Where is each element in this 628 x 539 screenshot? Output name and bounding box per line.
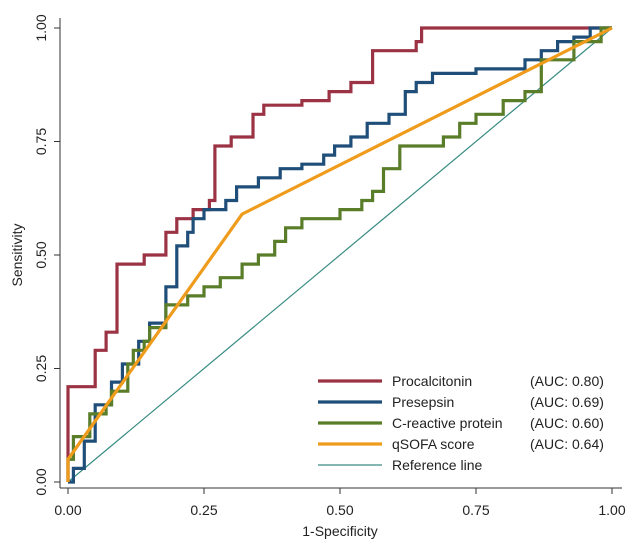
y-tick-label: 0.25 bbox=[33, 355, 49, 382]
ticks-layer: 0.00 0.25 0.50 0.75 1.00 0.00 0.25 0.50 0.75 1.00 bbox=[33, 14, 626, 518]
x-tick-label: 0.50 bbox=[326, 502, 353, 518]
x-tick-label: 0.75 bbox=[462, 502, 489, 518]
legend-auc-c-reactive-protein: (AUC: 0.60) bbox=[530, 415, 604, 431]
legend-auc-procalcitonin: (AUC: 0.80) bbox=[530, 373, 604, 389]
legend-label-presepsin: Presepsin bbox=[392, 394, 454, 410]
series-line-qsofa-score bbox=[66, 26, 613, 482]
legend-label-c-reactive-protein: C-reactive protein bbox=[392, 415, 503, 431]
series-line-c-reactive-protein bbox=[66, 26, 612, 482]
axes-layer: Sensitivity 1-Specificity bbox=[9, 18, 622, 539]
y-tick-label: 0.75 bbox=[33, 128, 49, 155]
series-layer bbox=[66, 26, 613, 484]
x-axis-label: 1-Specificity bbox=[302, 523, 377, 539]
x-tick-label: 0.25 bbox=[190, 502, 217, 518]
y-axis-label: Sensitivity bbox=[9, 223, 25, 286]
series-line-procalcitonin bbox=[66, 26, 612, 482]
x-tick-label: 1.00 bbox=[598, 502, 625, 518]
legend-auc-presepsin: (AUC: 0.69) bbox=[530, 394, 604, 410]
legend-auc-qsofa-score: (AUC: 0.64) bbox=[530, 436, 604, 452]
legend-label-qsofa-score: qSOFA score bbox=[392, 436, 475, 452]
y-tick-label: 0.00 bbox=[33, 468, 49, 495]
legend-label-procalcitonin: Procalcitonin bbox=[392, 373, 472, 389]
y-tick-label: 0.50 bbox=[33, 241, 49, 268]
legend: Procalcitonin (AUC: 0.80) Presepsin (AUC: 0… bbox=[318, 373, 604, 473]
x-tick-label: 0.00 bbox=[54, 502, 81, 518]
legend-label-reference-line: Reference line bbox=[392, 457, 482, 473]
y-tick-label: 1.00 bbox=[33, 14, 49, 41]
series-line-reference-line bbox=[67, 27, 613, 483]
